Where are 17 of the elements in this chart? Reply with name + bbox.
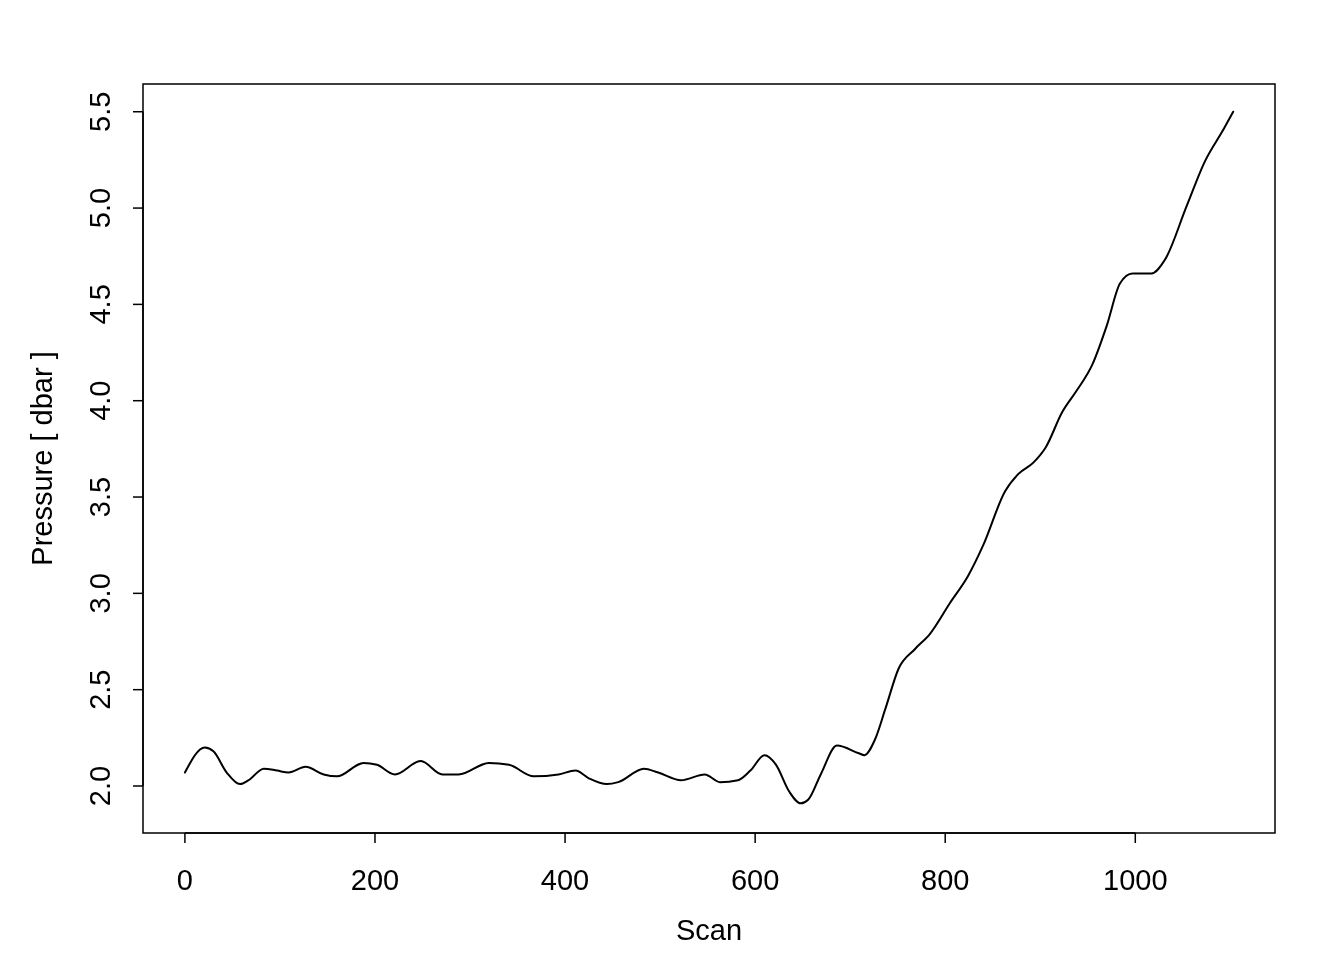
x-tick-label: 600: [730, 864, 780, 896]
x-tick-label: 400: [540, 864, 590, 896]
x-tick-label: 800: [921, 864, 970, 896]
y-tick-label: 4.5: [84, 284, 116, 325]
y-tick-label: 2.5: [84, 669, 116, 710]
y-tick-label: 5.5: [84, 91, 116, 132]
y-tick-label: 3.0: [84, 573, 116, 614]
y-tick-label: 2.0: [84, 765, 116, 807]
x-tick-label: 0: [176, 864, 193, 896]
x-tick-label: 200: [350, 864, 400, 896]
x-axis-title: Scan: [675, 914, 743, 946]
x-tick-label: 1000: [1103, 864, 1168, 896]
y-tick-label: 5.0: [84, 187, 116, 229]
y-tick-label: 4.0: [84, 380, 116, 421]
line-series: [183, 110, 1235, 805]
y-axis-title: Pressure [ dbar ]: [26, 351, 58, 566]
y-tick-label: 3.5: [84, 476, 116, 518]
